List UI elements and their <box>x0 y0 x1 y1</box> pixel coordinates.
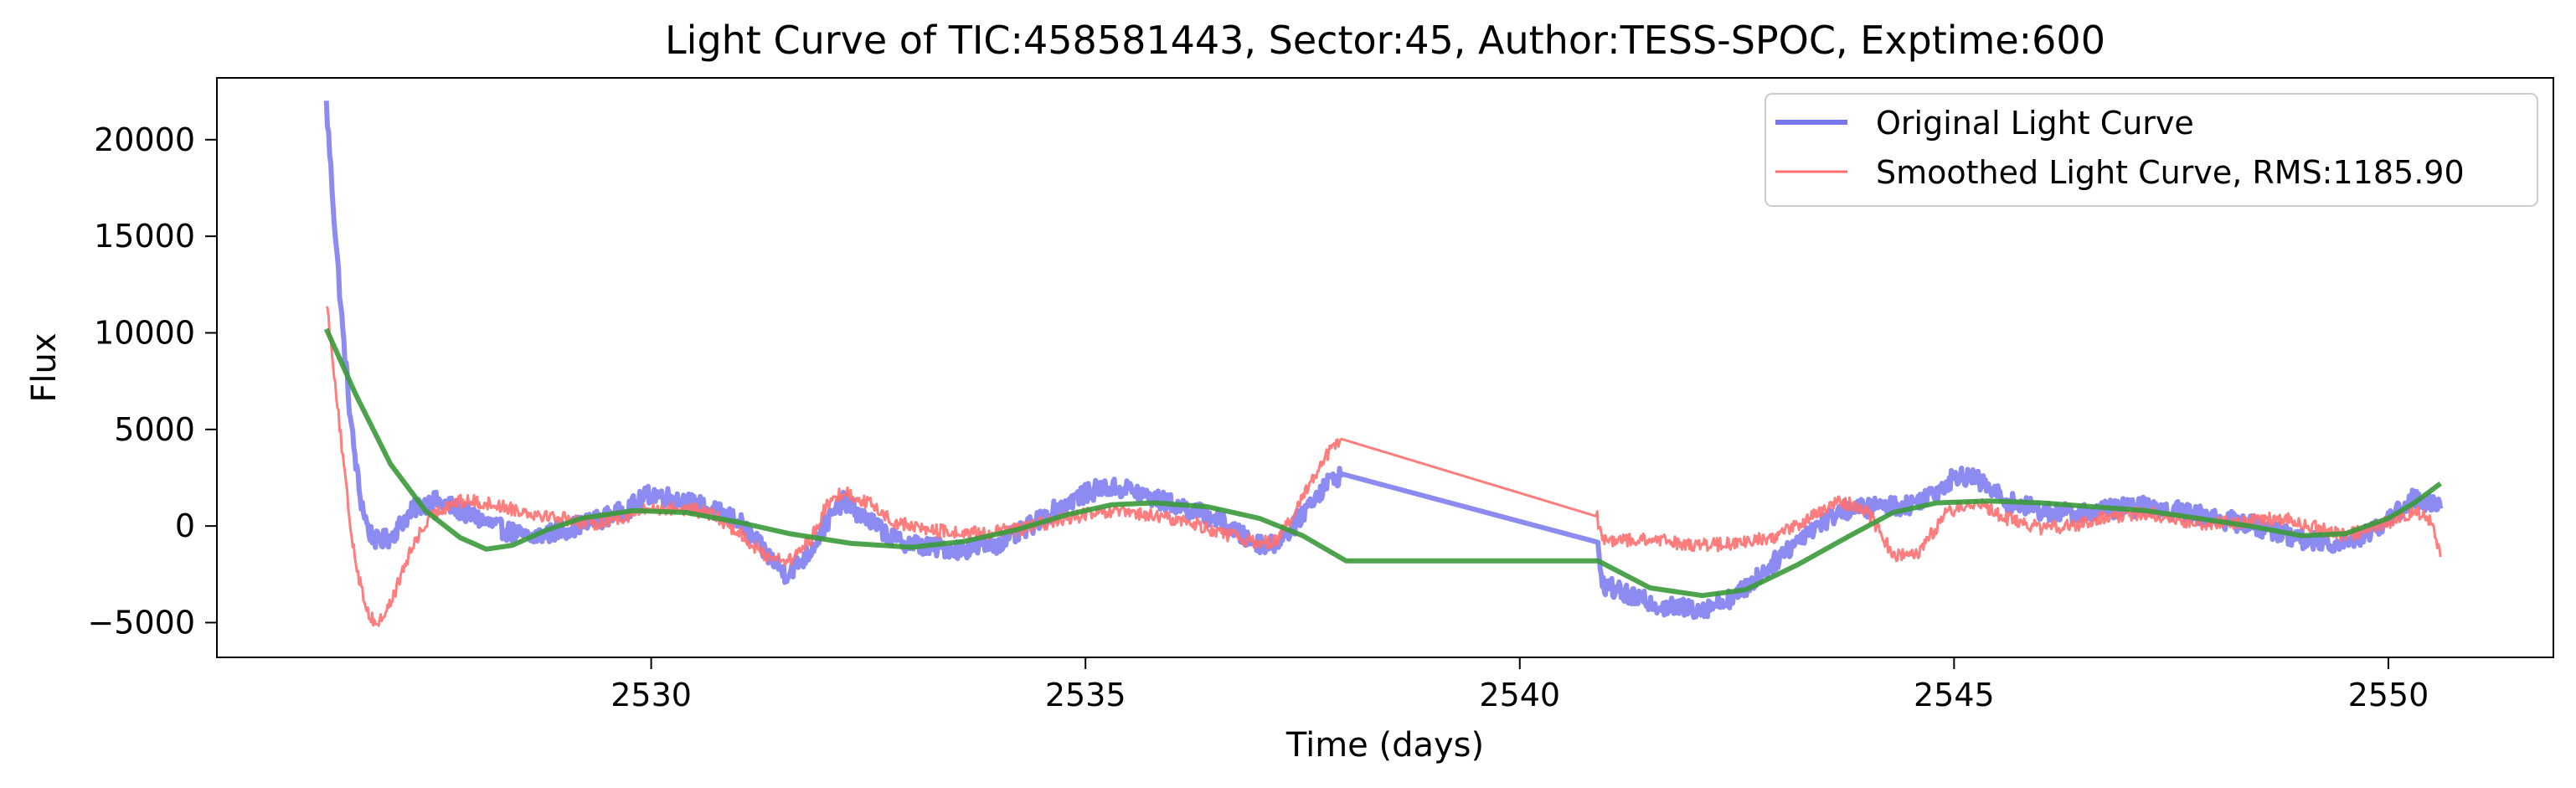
chart-title: Light Curve of TIC:458581443, Sector:45,… <box>665 18 2105 63</box>
y-tick-label: 0 <box>175 507 195 544</box>
x-tick-label: 2550 <box>2348 677 2429 713</box>
y-tick-label: 5000 <box>114 411 195 448</box>
y-tick-label: 15000 <box>94 218 195 255</box>
x-axis-label: Time (days) <box>1285 726 1484 765</box>
series-group <box>323 100 2444 627</box>
y-axis-label: Flux <box>25 332 64 402</box>
x-tick-label: 2530 <box>611 677 692 713</box>
x-tick-label: 2540 <box>1479 677 1560 713</box>
y-tick-label: 10000 <box>94 314 195 351</box>
legend: Original Light Curve Smoothed Light Curv… <box>1765 93 2538 207</box>
x-tick-label: 2545 <box>1914 677 1995 713</box>
x-tick-label: 2535 <box>1045 677 1126 713</box>
legend-box <box>1765 93 2538 207</box>
x-axis: 2530 2535 2540 2545 2550 <box>611 657 2429 713</box>
series-fit-curve <box>323 327 2442 599</box>
y-axis: −5000 0 5000 10000 15000 20000 <box>87 121 217 641</box>
legend-label-smoothed: Smoothed Light Curve, RMS:1185.90 <box>1876 154 2465 191</box>
legend-label-original: Original Light Curve <box>1876 105 2194 142</box>
plot-frame <box>216 77 2554 658</box>
y-tick-label: 20000 <box>94 121 195 158</box>
y-tick-label: −5000 <box>87 604 195 641</box>
